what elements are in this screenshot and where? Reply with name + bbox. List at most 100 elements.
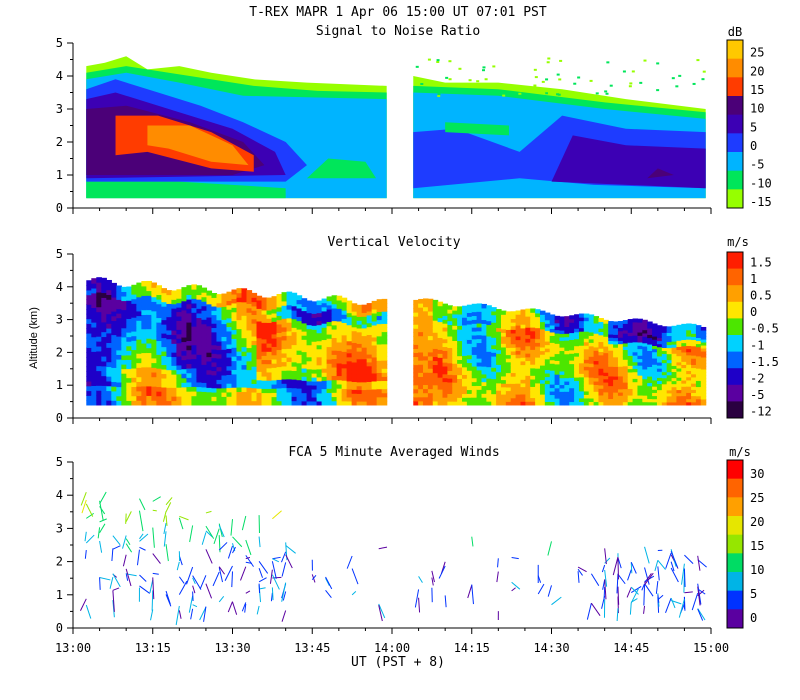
vv-cell [637,341,643,346]
vv-cell [96,296,102,303]
vv-cell [656,371,663,375]
vv-cell [116,336,122,342]
vv-cell [652,329,658,334]
vv-cell [171,312,178,318]
wind-barb [99,576,111,581]
vv-cell [686,339,692,343]
vv-cell [481,366,487,371]
vv-cell [116,299,122,305]
vv-cell [452,382,458,387]
wind-barb [218,566,226,575]
vv-cell [96,291,102,298]
vv-cell [186,395,193,401]
vv-cell [637,378,643,383]
vv-cell [101,326,107,333]
vv-cell [201,341,208,347]
colorbar-label: -5 [750,388,764,402]
vv-cell [617,353,624,358]
vv-cell [588,352,595,357]
wind-barb [346,555,353,569]
vv-cell [266,380,273,385]
vv-cell [510,383,517,388]
vv-cell [661,338,668,342]
vv-cell [691,364,697,369]
vv-cell [326,367,333,373]
vv-cell [356,304,363,310]
vv-cell [311,305,318,310]
vv-cell [691,367,697,372]
vv-cell [236,333,243,339]
snr-speckle [701,78,705,81]
vv-cell [681,383,687,387]
vv-cell [141,342,147,349]
vv-cell [91,317,97,323]
wind-barb [186,566,194,585]
vv-cell [661,371,668,376]
vv-cell [535,401,541,406]
vv-cell [656,401,663,406]
vv-cell [306,320,313,326]
vv-cell [221,332,228,337]
vv-cell [111,282,117,289]
vv-cell [500,335,507,341]
vv-cell [525,375,531,380]
vv-cell [96,380,102,386]
vv-cell [161,333,167,339]
vv-cell [331,383,338,389]
vv-cell [583,383,590,388]
vv-cell [91,278,97,284]
vv-cell [603,368,609,373]
snr-region [445,122,509,136]
vv-cell [569,391,575,396]
vv-cell [535,338,541,343]
vv-cell [437,365,444,370]
vv-cell [418,388,424,394]
vv-cell [637,381,643,386]
vv-cell [216,396,223,402]
vv-cell [201,346,208,352]
vv-cell [191,363,198,369]
vv-cell [588,335,595,340]
vv-cell [578,313,585,318]
vv-cell [276,353,283,359]
vv-cell [676,398,682,403]
vv-cell [539,332,546,337]
vv-cell [121,300,127,306]
vv-cell [286,335,293,341]
vv-cell [642,381,648,386]
vv-cell [510,336,517,341]
vv-cell [413,312,419,317]
vv-cell [442,326,448,332]
vv-cell [196,289,203,296]
vv-cell [530,390,536,395]
vv-cell [661,341,668,345]
vv-cell [281,309,288,315]
vv-cell [301,326,308,332]
vv-cell [206,330,213,336]
vv-cell [371,352,378,358]
vv-cell [520,401,526,406]
vv-cell [276,336,283,342]
vv-cell [652,354,658,359]
vv-cell [496,397,502,402]
vv-cell [371,376,378,382]
vv-cell [341,301,348,307]
vv-cell [622,329,629,334]
vv-cell [111,329,117,336]
vv-cell [226,361,233,367]
vv-cell [301,376,308,381]
vv-cell [106,279,112,286]
vv-cell [642,375,648,380]
vv-cell [156,340,162,346]
vv-cell [286,317,293,323]
vv-cell [301,335,308,340]
vv-cell [574,363,580,368]
vv-cell [695,337,702,342]
vv-cell [201,395,208,401]
wind-barb [697,608,706,621]
vv-cell [266,297,273,303]
vv-cell [196,363,203,369]
vv-cell [251,357,258,363]
vv-cell [549,387,556,392]
vv-cell [376,307,383,312]
